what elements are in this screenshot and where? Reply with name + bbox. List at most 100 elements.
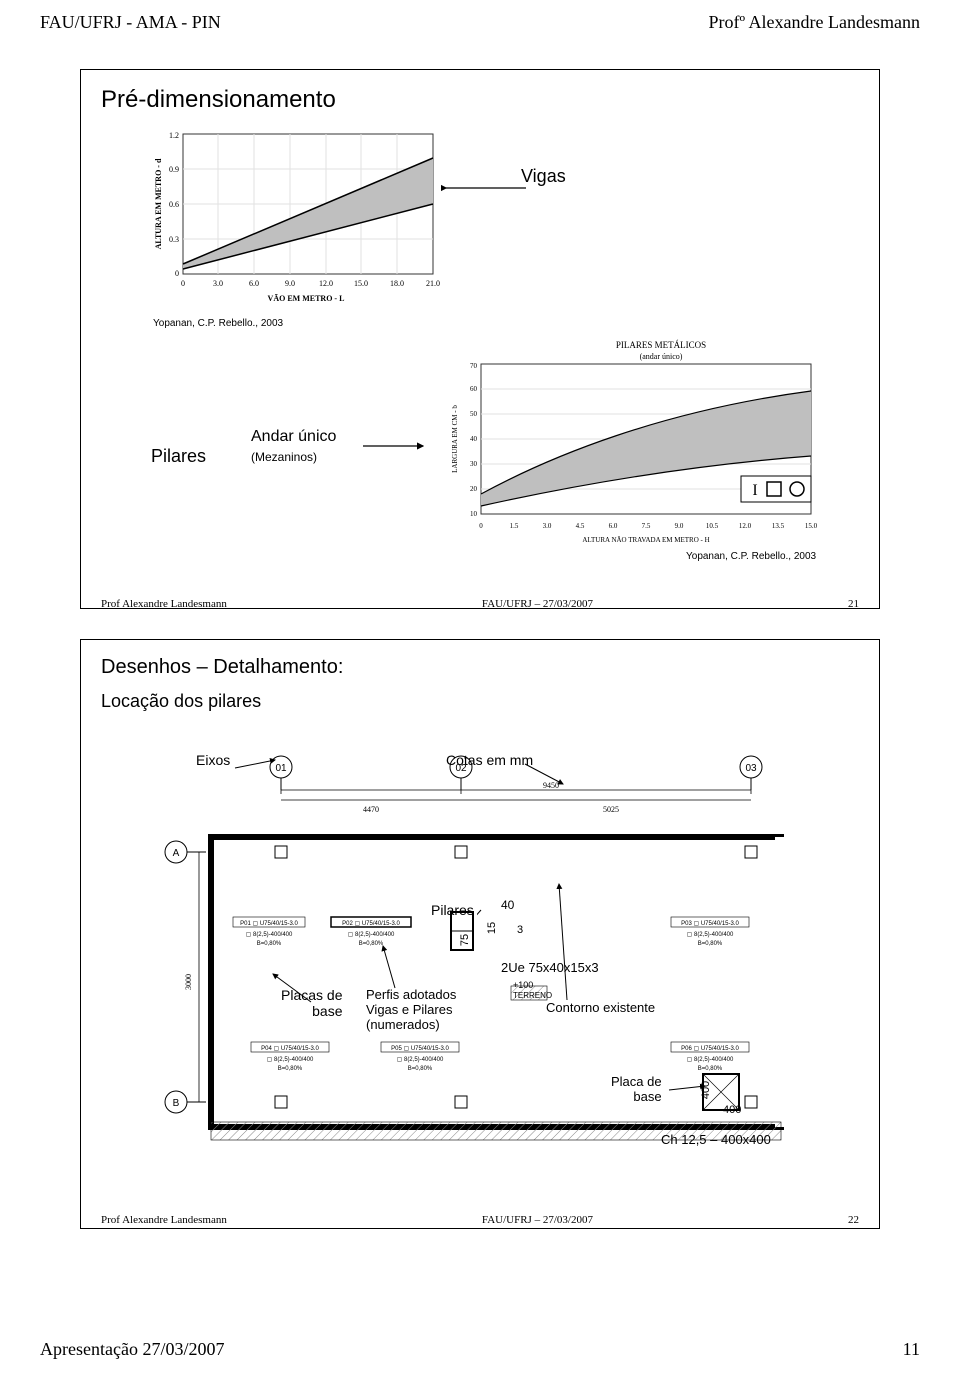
svg-text:P03 ▢ U75/40/15-3.0: P03 ▢ U75/40/15-3.0 [681, 921, 739, 927]
svg-text:7.5: 7.5 [642, 522, 651, 530]
svg-text:P06 ▢ U75/40/15-3.0: P06 ▢ U75/40/15-3.0 [681, 1046, 739, 1052]
svg-text:1.2: 1.2 [169, 131, 179, 140]
svg-text:3000: 3000 [184, 974, 193, 990]
footer-left: Apresentação 27/03/2007 [40, 1339, 224, 1360]
svg-text:▢ 8(2,5)-400/400: ▢ 8(2,5)-400/400 [246, 932, 293, 938]
header-right: Profº Alexandre Landesmann [708, 12, 920, 33]
arrow-icon [269, 970, 319, 1010]
slide1-footer: Prof Alexandre Landesmann FAU/UFRJ – 27/… [101, 598, 859, 610]
svg-text:20: 20 [470, 485, 478, 493]
dim-3: 3 [517, 924, 523, 936]
svg-text:▢ 8(2,5)-400/400: ▢ 8(2,5)-400/400 [687, 1057, 734, 1063]
svg-text:3.0: 3.0 [543, 522, 552, 530]
svg-text:LARGURA EM CM - b: LARGURA EM CM - b [451, 405, 459, 473]
svg-text:0.3: 0.3 [169, 235, 179, 244]
annot-pilares: Pilares [431, 902, 474, 918]
arrow-icon [361, 436, 431, 456]
svg-text:15.0: 15.0 [805, 522, 818, 530]
svg-text:13.5: 13.5 [772, 522, 785, 530]
svg-text:PILARES METÁLICOS: PILARES METÁLICOS [616, 340, 706, 350]
page-header: FAU/UFRJ - AMA - PIN Profº Alexandre Lan… [0, 0, 960, 39]
svg-text:P05 ▢ U75/40/15-3.0: P05 ▢ U75/40/15-3.0 [391, 1046, 449, 1052]
svg-text:3.0: 3.0 [213, 279, 223, 288]
slide2-footer: Prof Alexandre Landesmann FAU/UFRJ – 27/… [101, 1214, 859, 1226]
slide2-footer-right: 22 [848, 1214, 859, 1226]
svg-text:6.0: 6.0 [609, 522, 618, 530]
column-cond-2: (Mezaninos) [251, 450, 317, 464]
arrow-icon [381, 942, 421, 992]
svg-text:B: B [173, 1098, 180, 1109]
footer-right: 11 [903, 1339, 920, 1360]
svg-text:10.5: 10.5 [706, 522, 719, 530]
slide-1: Pré-dimensionamento [80, 69, 880, 609]
annot-terreno: +100TERRENO [513, 980, 552, 1000]
svg-text:I: I [752, 482, 757, 499]
svg-text:0.6: 0.6 [169, 200, 179, 209]
svg-text:ALTURA NÃO TRAVADA EM METRO -: ALTURA NÃO TRAVADA EM METRO - H [582, 536, 709, 544]
svg-text:P04 ▢ U75/40/15-3.0: P04 ▢ U75/40/15-3.0 [261, 1046, 319, 1052]
slide2-title: Desenhos – Detalhamento: [101, 656, 859, 679]
svg-text:▢ 8(2,5)-400/400: ▢ 8(2,5)-400/400 [348, 932, 395, 938]
svg-text:03: 03 [745, 763, 757, 774]
slide-2: Desenhos – Detalhamento: Locação dos pil… [80, 639, 880, 1229]
svg-text:4470: 4470 [363, 805, 379, 814]
svg-text:9.0: 9.0 [675, 522, 684, 530]
svg-text:60: 60 [470, 385, 478, 393]
svg-text:1.5: 1.5 [510, 522, 519, 530]
ref-left: Yopanan, C.P. Rebello., 2003 [153, 318, 283, 329]
svg-text:B=0,80%: B=0,80% [408, 1066, 433, 1072]
header-left: FAU/UFRJ - AMA - PIN [40, 12, 221, 33]
beams-chart: 0 0.3 0.6 0.9 1.2 0 3.0 6.0 9.0 12.0 15.… [151, 126, 451, 316]
dim-400-h: 400 [723, 1104, 741, 1116]
svg-text:B=0,80%: B=0,80% [278, 1066, 303, 1072]
svg-text:5025: 5025 [603, 805, 619, 814]
arrow-icon [441, 178, 531, 198]
annot-placabase: Placa de base [611, 1074, 662, 1104]
svg-text:9.0: 9.0 [285, 279, 295, 288]
column-cond-1: Andar único [251, 428, 336, 446]
slide1-footer-left: Prof Alexandre Landesmann [101, 598, 227, 610]
svg-text:0: 0 [181, 279, 185, 288]
note-profile: 2Ue 75x40x15x3 [501, 960, 599, 975]
slide1-footer-right: 21 [848, 598, 859, 610]
arrow-icon [553, 880, 583, 1004]
svg-text:▢ 8(2,5)-400/400: ▢ 8(2,5)-400/400 [687, 932, 734, 938]
svg-text:▢ 8(2,5)-400/400: ▢ 8(2,5)-400/400 [267, 1057, 314, 1063]
dim-15: 15 [486, 922, 498, 934]
svg-text:6.0: 6.0 [249, 279, 259, 288]
slide1-title: Pré-dimensionamento [101, 86, 859, 114]
svg-text:VÃO EM METRO - L: VÃO EM METRO - L [268, 294, 345, 303]
svg-text:A: A [173, 848, 180, 859]
svg-text:10: 10 [470, 510, 478, 518]
slide2-subtitle: Locação dos pilares [101, 691, 859, 712]
svg-text:70: 70 [470, 362, 478, 370]
slide1-footer-center: FAU/UFRJ – 27/03/2007 [482, 598, 593, 610]
svg-text:0: 0 [175, 269, 179, 278]
svg-text:12.0: 12.0 [739, 522, 752, 530]
svg-text:50: 50 [470, 410, 478, 418]
slide2-footer-left: Prof Alexandre Landesmann [101, 1214, 227, 1226]
svg-text:(andar único): (andar único) [640, 352, 683, 361]
annot-perfis: Perfis adotados Vigas e Pilares (numerad… [366, 987, 456, 1032]
svg-text:▢ 8(2,5)-400/400: ▢ 8(2,5)-400/400 [397, 1057, 444, 1063]
svg-text:15.0: 15.0 [354, 279, 368, 288]
ref-right: Yopanan, C.P. Rebello., 2003 [686, 551, 816, 562]
arrow-icon [231, 756, 281, 780]
svg-text:0: 0 [479, 522, 483, 530]
svg-text:30: 30 [470, 460, 478, 468]
dim-400-v: 400 [700, 1081, 712, 1099]
svg-text:18.0: 18.0 [390, 279, 404, 288]
svg-text:4.5: 4.5 [576, 522, 585, 530]
plan-drawing: 01 02 03 A B 9450 [151, 742, 831, 1182]
columns-label: Pilares [151, 446, 206, 467]
note-plate: Ch 12,5 – 400x400 [661, 1132, 771, 1147]
dim-75: 75 [459, 934, 471, 946]
svg-text:40: 40 [470, 435, 478, 443]
columns-chart: PILARES METÁLICOS (andar único) 10203 [441, 336, 841, 566]
svg-text:P02 ▢ U75/40/15-3.0: P02 ▢ U75/40/15-3.0 [342, 921, 400, 927]
svg-text:P01 ▢ U75/40/15-3.0: P01 ▢ U75/40/15-3.0 [240, 921, 298, 927]
svg-text:0.9: 0.9 [169, 165, 179, 174]
dim-40: 40 [501, 898, 514, 912]
svg-text:ALTURA EM METRO - d: ALTURA EM METRO - d [154, 158, 163, 249]
svg-text:12.0: 12.0 [319, 279, 333, 288]
